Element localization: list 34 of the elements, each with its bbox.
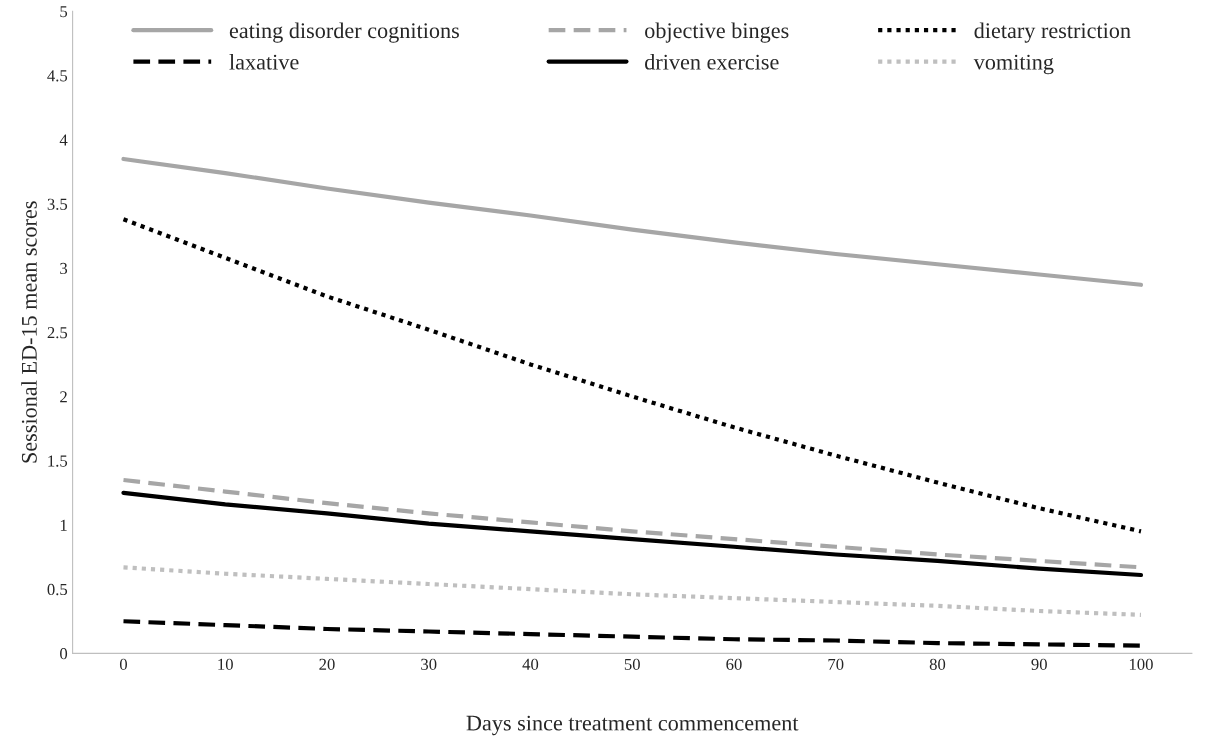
x-tick-label: 90 bbox=[1031, 658, 1047, 670]
x-tick-label: 60 bbox=[726, 658, 742, 670]
y-tick-label: 4 bbox=[59, 134, 68, 146]
x-tick-label: 50 bbox=[624, 658, 640, 670]
x-axis-title: Days since treatment commencement bbox=[466, 715, 799, 736]
y-tick-label: 3.5 bbox=[47, 198, 68, 210]
y-axis-title: Sessional ED-15 mean scores bbox=[21, 201, 37, 463]
line-series bbox=[121, 490, 1144, 578]
x-tick-label: 80 bbox=[929, 658, 946, 670]
line-series bbox=[121, 217, 1144, 534]
y-tick-label: 1.5 bbox=[48, 455, 68, 467]
x-tick-label: 10 bbox=[218, 658, 233, 670]
y-tick-label: 2 bbox=[60, 391, 67, 403]
y-tick-label: 1 bbox=[60, 519, 67, 531]
y-tick-label: 3 bbox=[60, 262, 68, 275]
legend-label: vomiting bbox=[973, 54, 1054, 75]
x-tick-label: 0 bbox=[119, 658, 128, 670]
y-tick-label: 4.5 bbox=[47, 70, 68, 82]
line-series bbox=[121, 156, 1144, 287]
legend-label: driven exercise bbox=[645, 53, 779, 70]
x-tick-label: 20 bbox=[319, 658, 335, 670]
y-tick-label: 2.5 bbox=[47, 327, 68, 339]
legend-label: laxative bbox=[229, 53, 299, 70]
line-series bbox=[121, 565, 1144, 617]
x-tick-label: 100 bbox=[1129, 658, 1153, 670]
x-tick-label: 30 bbox=[421, 658, 437, 670]
y-tick-label: 0.5 bbox=[47, 583, 68, 596]
legend-label: dietary restriction bbox=[974, 22, 1131, 43]
legend-label: eating disorder cognitions bbox=[229, 22, 459, 43]
y-tick-label: 0 bbox=[60, 648, 68, 660]
x-tick-label: 70 bbox=[828, 658, 844, 670]
legend-label: objective binges bbox=[645, 22, 789, 43]
y-tick-label: 5 bbox=[60, 6, 68, 18]
x-tick-label: 40 bbox=[522, 658, 539, 670]
